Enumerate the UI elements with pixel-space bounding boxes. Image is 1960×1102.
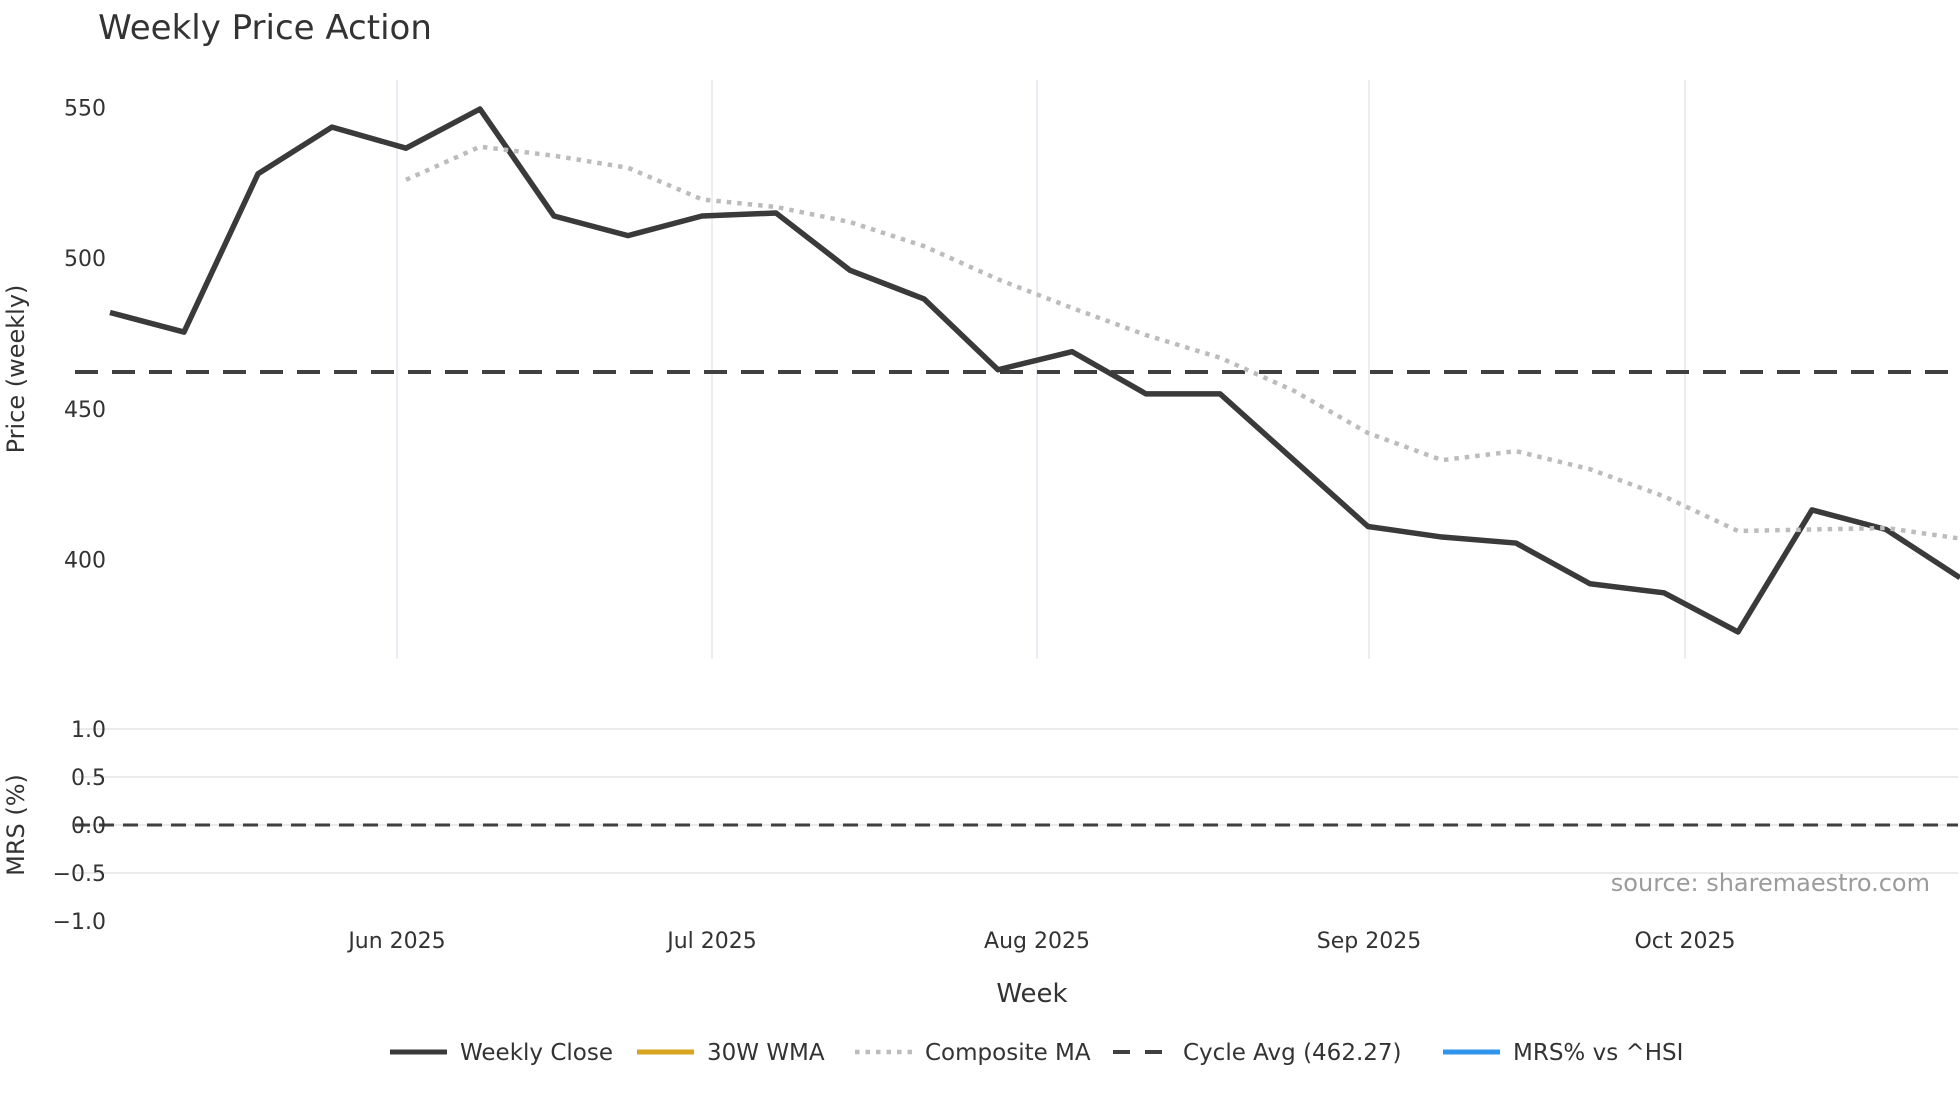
mrs-ytick-label: −0.5 xyxy=(53,862,106,887)
weekly-close-line xyxy=(109,106,1960,635)
price-ytick-label: 450 xyxy=(64,398,106,423)
mrs-panel-gridlines xyxy=(75,728,1958,874)
legend-label: Weekly Close xyxy=(460,1040,613,1066)
price-ytick-label: 550 xyxy=(64,97,106,122)
mrs-ytick-label: −1.0 xyxy=(53,910,106,935)
xtick-label: Jul 2025 xyxy=(665,929,757,954)
axis-tick-labels: 550 500 450 400 1.0 0.5 0.0 −0.5 −1.0 Jun 2025 Jul… xyxy=(53,97,1736,955)
x-axis-label: Week xyxy=(996,979,1067,1009)
mrs-ytick-label: 0.5 xyxy=(71,766,106,791)
chart-title: Weekly Price Action xyxy=(98,8,432,48)
legend-label: 30W WMA xyxy=(707,1040,825,1066)
legend: Weekly Close 30W WMA Composite MA Cycle Avg… xyxy=(390,1040,1683,1066)
composite-ma-line xyxy=(405,144,1960,541)
legend-label: Composite MA xyxy=(925,1040,1091,1066)
price-ytick-label: 400 xyxy=(64,549,106,574)
mrs-axis-label: MRS (%) xyxy=(2,774,30,876)
legend-label: MRS% vs ^HSI xyxy=(1513,1040,1683,1066)
price-ytick-label: 500 xyxy=(64,247,106,272)
xtick-label: Jun 2025 xyxy=(346,929,445,954)
legend-label: Cycle Avg (462.27) xyxy=(1183,1040,1402,1066)
price-panel-gridlines xyxy=(396,80,1686,659)
price-axis-label: Price (weekly) xyxy=(2,285,30,454)
xtick-label: Sep 2025 xyxy=(1317,929,1421,954)
series-lines xyxy=(75,106,1960,827)
xtick-label: Aug 2025 xyxy=(984,929,1090,954)
source-credit: source: sharemaestro.com xyxy=(1611,869,1930,897)
mrs-ytick-label: 1.0 xyxy=(71,718,106,743)
mrs-ytick-label: 0.0 xyxy=(71,814,106,839)
xtick-label: Oct 2025 xyxy=(1634,929,1735,954)
